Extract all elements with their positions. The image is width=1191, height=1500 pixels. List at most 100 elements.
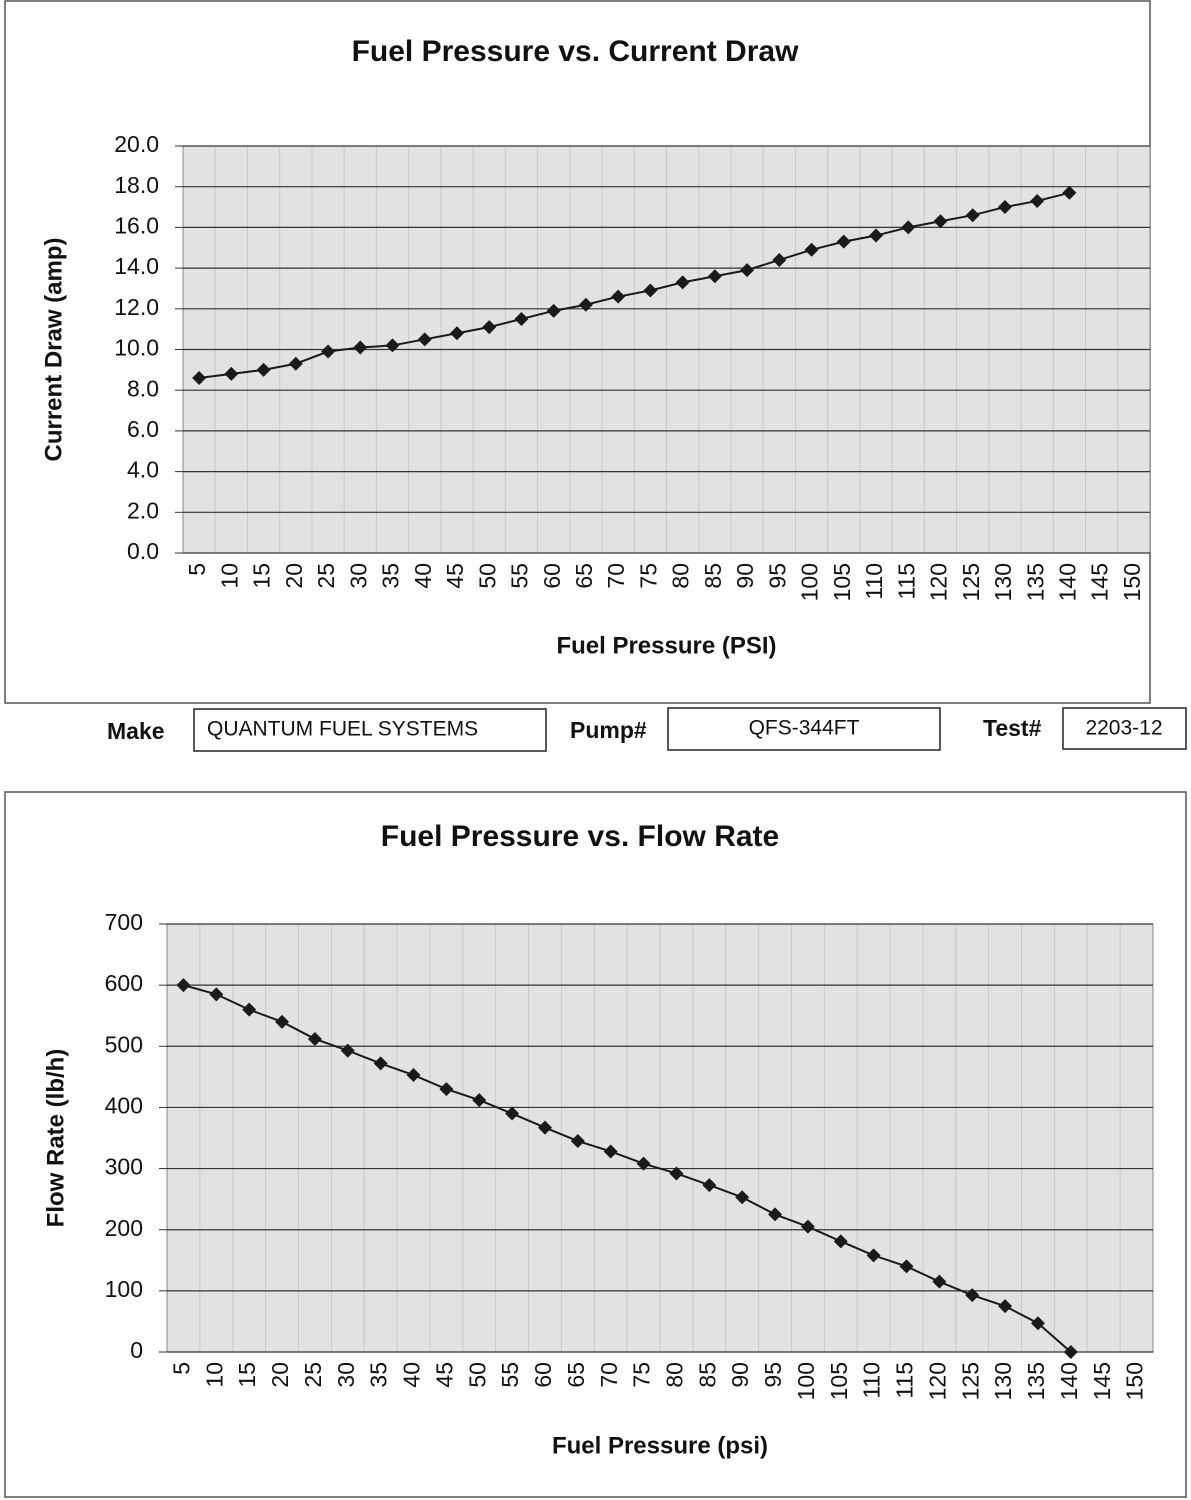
- x-tick-label: 15: [234, 1362, 260, 1388]
- data-point: [998, 1299, 1013, 1314]
- x-tick-label: 65: [563, 1362, 589, 1388]
- make-box: [193, 708, 547, 752]
- data-point: [675, 275, 690, 290]
- test-label: Test#: [983, 715, 1042, 741]
- pump-box: [667, 707, 941, 751]
- x-tick-label: 105: [829, 563, 855, 601]
- data-point: [570, 1134, 585, 1149]
- data-point: [901, 220, 916, 235]
- test-value: 2203-12: [1085, 717, 1162, 740]
- x-tick-label: 30: [345, 563, 371, 589]
- data-point: [768, 1207, 783, 1222]
- x-tick-label: 100: [797, 563, 823, 601]
- data-point: [869, 228, 884, 243]
- x-tick-label: 75: [635, 563, 661, 589]
- data-point: [1030, 1316, 1045, 1331]
- x-axis-label: Fuel Pressure (PSI): [556, 632, 776, 659]
- y-tick-label: 300: [105, 1154, 143, 1180]
- data-point: [611, 289, 626, 304]
- x-tick-label: 45: [442, 563, 468, 589]
- data-point: [707, 269, 722, 284]
- x-tick-label: 55: [497, 1362, 523, 1388]
- y-tick-label: 700: [105, 909, 143, 935]
- pump-label: Pump#: [570, 717, 647, 743]
- x-tick-label: 110: [861, 563, 887, 600]
- x-tick-label: 85: [694, 1362, 720, 1388]
- test-box: [1062, 707, 1187, 750]
- data-point: [417, 332, 432, 347]
- data-point: [505, 1106, 520, 1121]
- chart-frame: [4, 791, 1187, 1498]
- data-point: [932, 1274, 947, 1289]
- x-tick-label: 10: [201, 1362, 227, 1388]
- x-tick-label: 15: [249, 563, 275, 589]
- data-point: [643, 283, 658, 298]
- x-tick-label: 130: [990, 563, 1016, 601]
- data-point: [965, 208, 980, 223]
- x-axis-label: Fuel Pressure (psi): [552, 1432, 768, 1459]
- data-point: [307, 1031, 322, 1046]
- x-tick-label: 75: [629, 1362, 655, 1388]
- x-tick-label: 90: [732, 563, 758, 589]
- data-point: [1063, 1345, 1078, 1359]
- data-point: [224, 366, 239, 381]
- x-tick-label: 20: [267, 1362, 293, 1388]
- pump-value: QFS-344FT: [749, 717, 860, 740]
- data-point: [1030, 193, 1045, 208]
- y-tick-label: 18.0: [114, 172, 159, 198]
- data-point: [702, 1178, 717, 1193]
- data-point: [740, 263, 755, 278]
- x-tick-label: 115: [893, 563, 919, 600]
- x-tick-label: 115: [892, 1362, 918, 1399]
- chart-title: Fuel Pressure vs. Current Draw: [352, 35, 800, 68]
- x-tick-label: 125: [957, 1362, 983, 1400]
- y-tick-label: 400: [105, 1093, 143, 1119]
- data-point: [1062, 185, 1077, 200]
- data-point: [256, 362, 271, 377]
- y-tick-label: 8.0: [127, 375, 159, 401]
- x-tick-label: 70: [596, 1362, 622, 1388]
- x-tick-label: 120: [926, 563, 952, 601]
- y-tick-label: 20.0: [114, 131, 159, 157]
- y-tick-label: 200: [105, 1215, 143, 1241]
- y-tick-label: 0: [130, 1337, 143, 1363]
- make-label: Make: [107, 718, 165, 744]
- data-point: [439, 1082, 454, 1097]
- y-axis-label: Flow Rate (lb/h): [42, 1049, 69, 1228]
- x-tick-label: 50: [474, 563, 500, 589]
- x-tick-label: 135: [1023, 1362, 1049, 1400]
- data-point: [373, 1056, 388, 1071]
- data-point: [537, 1120, 552, 1135]
- x-tick-label: 40: [399, 1362, 425, 1388]
- data-point: [340, 1043, 355, 1058]
- make-value: QUANTUM FUEL SYSTEMS: [207, 718, 478, 741]
- x-tick-label: 150: [1122, 1362, 1148, 1400]
- x-tick-label: 135: [1022, 563, 1048, 601]
- y-tick-label: 16.0: [114, 212, 159, 238]
- x-tick-label: 65: [571, 563, 597, 589]
- x-tick-label: 45: [431, 1362, 457, 1388]
- y-tick-label: 100: [105, 1276, 143, 1302]
- data-point: [321, 344, 336, 359]
- x-tick-label: 70: [603, 563, 629, 589]
- x-tick-label: 5: [169, 1362, 195, 1375]
- x-tick-label: 30: [333, 1362, 359, 1388]
- data-point: [209, 987, 224, 1002]
- data-point: [636, 1156, 651, 1171]
- data-point: [866, 1248, 881, 1263]
- y-tick-label: 6.0: [127, 416, 159, 442]
- y-tick-label: 600: [105, 970, 143, 996]
- x-tick-label: 25: [300, 1362, 326, 1388]
- data-point: [192, 370, 207, 385]
- x-tick-label: 140: [1054, 563, 1080, 601]
- data-point: [578, 297, 593, 312]
- data-point: [449, 326, 464, 341]
- data-point: [385, 338, 400, 353]
- data-line: [198, 191, 1070, 379]
- y-tick-label: 500: [105, 1031, 143, 1057]
- data-point: [514, 311, 529, 326]
- x-tick-label: 145: [1087, 563, 1113, 601]
- data-point: [669, 1166, 684, 1181]
- x-tick-label: 90: [727, 1362, 753, 1388]
